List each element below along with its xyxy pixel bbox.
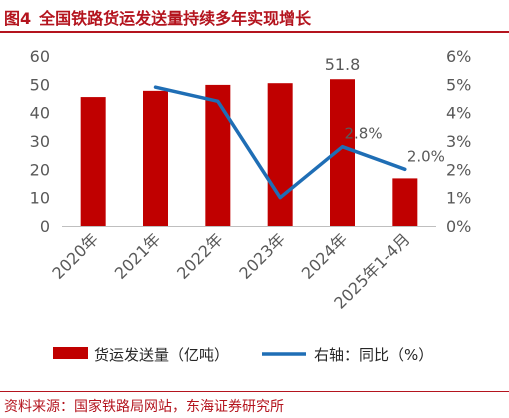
legend-bar-label: 货运发送量（亿吨） xyxy=(94,346,229,364)
left-axis-tick-label: 40 xyxy=(30,104,50,123)
left-axis-tick-label: 60 xyxy=(30,47,50,66)
right-axis-tick-label: 6% xyxy=(446,47,471,66)
right-axis-ticks: 0% 1% 2% 3% 4% 5% 6% xyxy=(446,47,471,236)
line-data-label: 2.8% xyxy=(345,125,383,143)
left-axis-tick-label: 20 xyxy=(30,160,50,179)
figure-number: 图4 xyxy=(4,9,32,28)
bar-data-label: 51.8 xyxy=(325,55,361,74)
left-axis-tick-label: 10 xyxy=(30,189,50,208)
right-axis-tick-label: 2% xyxy=(446,160,471,179)
category-label: 2024年 xyxy=(298,229,352,283)
category-label: 2023年 xyxy=(235,229,289,283)
category-label: 2020年 xyxy=(48,229,102,283)
right-axis-tick-label: 3% xyxy=(446,132,471,151)
legend: 货运发送量（亿吨） 右轴：同比（%） xyxy=(53,346,433,364)
bar xyxy=(267,83,293,226)
left-axis-tick-label: 0 xyxy=(40,217,50,236)
line-data-label: 2.0% xyxy=(407,147,445,165)
figure-header: 图4 全国铁路货运发送量持续多年实现增长 xyxy=(0,0,509,34)
right-axis-tick-label: 5% xyxy=(446,75,471,94)
bar xyxy=(80,97,106,226)
left-axis-ticks: 0 10 20 30 40 50 60 xyxy=(30,47,50,236)
source-note: 资料来源：国家铁路局网站，东海证券研究所 xyxy=(4,399,284,415)
footer-rule xyxy=(0,391,509,392)
bar xyxy=(205,84,231,227)
right-axis-tick-label: 4% xyxy=(446,104,471,123)
line-series xyxy=(153,85,407,200)
left-axis-tick-label: 50 xyxy=(30,75,50,94)
figure-title-text: 全国铁路货运发送量持续多年实现增长 xyxy=(39,9,312,28)
bar xyxy=(392,178,418,226)
right-axis-tick-label: 1% xyxy=(446,189,471,208)
category-label: 2021年 xyxy=(111,229,165,283)
figure-title: 图4 全国铁路货运发送量持续多年实现增长 xyxy=(4,5,311,29)
category-label: 2022年 xyxy=(173,229,227,283)
legend-bar-swatch xyxy=(53,347,88,359)
bar-series xyxy=(80,79,418,227)
right-axis-tick-label: 0% xyxy=(446,217,471,236)
bar xyxy=(143,90,168,226)
legend-line-label: 右轴：同比（%） xyxy=(314,346,433,364)
data-labels: 51.8 2.8% 2.0% xyxy=(325,55,445,165)
left-axis-tick-label: 30 xyxy=(30,132,50,151)
yoy-line xyxy=(153,85,407,200)
header-rule xyxy=(0,31,509,33)
